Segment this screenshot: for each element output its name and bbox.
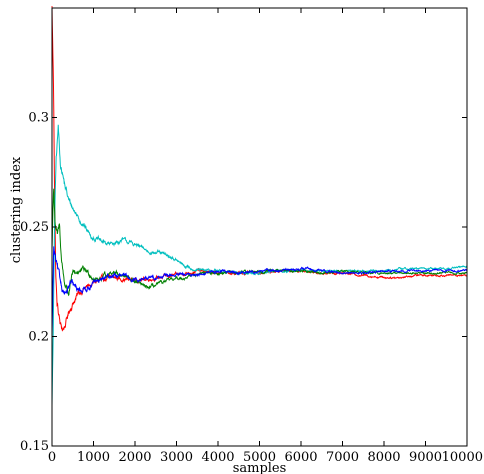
y-tick-label: 0.15: [20, 439, 49, 454]
x-tick-label: 5000: [243, 450, 276, 465]
x-tick-label: 10000: [442, 450, 483, 465]
y-tick-label: 0.25: [20, 220, 49, 235]
series-line-4: [51, 246, 468, 334]
y-axis-title: clustering index: [9, 156, 24, 263]
x-tick-label: 3000: [160, 450, 193, 465]
series-line-1: [51, 6, 468, 332]
plot-frame: [51, 7, 468, 447]
x-tick-label: 8000: [367, 450, 400, 465]
x-tick-label: 6000: [284, 450, 317, 465]
tick-layer: 0 1000 2000 3000 4000 5000 6000 7000 8000 9000 100…: [20, 8, 483, 465]
x-tick-label: 9000: [409, 450, 442, 465]
x-tick-label: 4000: [201, 450, 234, 465]
series-line-2: [51, 124, 468, 406]
series-layer: [51, 6, 468, 406]
y-tick-label: 0.2: [28, 330, 49, 345]
y-tick-label: 0.3: [28, 111, 49, 126]
x-axis-title: samples: [233, 461, 287, 474]
x-tick-label: 7000: [326, 450, 359, 465]
series-line-3: [51, 188, 468, 297]
x-tick-label: 1000: [77, 450, 110, 465]
x-tick-label: 0: [48, 450, 56, 465]
x-tick-label: 2000: [118, 450, 151, 465]
